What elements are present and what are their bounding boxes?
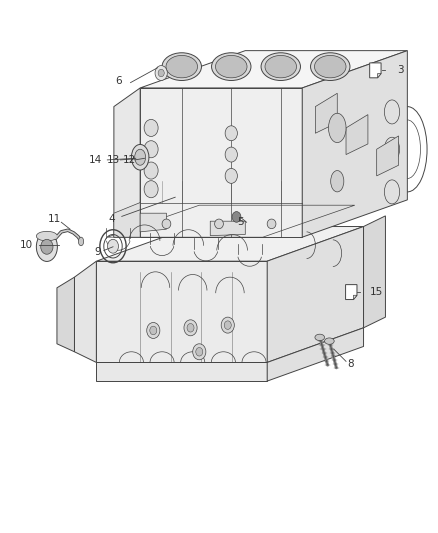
- Circle shape: [144, 119, 158, 136]
- Polygon shape: [346, 115, 368, 155]
- Circle shape: [158, 69, 164, 77]
- Text: 5: 5: [237, 217, 244, 227]
- Ellipse shape: [315, 334, 325, 341]
- Text: 14: 14: [89, 155, 102, 165]
- Text: 12: 12: [123, 155, 136, 165]
- Circle shape: [155, 66, 167, 80]
- Circle shape: [225, 147, 237, 162]
- Circle shape: [150, 326, 157, 335]
- Text: 15: 15: [370, 287, 383, 297]
- Polygon shape: [378, 74, 381, 78]
- Text: 10: 10: [20, 240, 33, 250]
- Circle shape: [144, 162, 158, 179]
- Ellipse shape: [162, 219, 171, 229]
- Ellipse shape: [325, 338, 334, 344]
- Polygon shape: [57, 277, 74, 352]
- Text: 11: 11: [48, 214, 61, 223]
- Ellipse shape: [215, 219, 223, 229]
- Polygon shape: [302, 51, 407, 237]
- Ellipse shape: [36, 231, 57, 241]
- Circle shape: [144, 181, 158, 198]
- Polygon shape: [267, 227, 364, 362]
- Text: 13: 13: [106, 155, 120, 165]
- Circle shape: [144, 141, 158, 158]
- Ellipse shape: [36, 232, 57, 262]
- Text: 3: 3: [397, 66, 404, 75]
- Circle shape: [184, 320, 197, 336]
- Polygon shape: [96, 227, 364, 261]
- Circle shape: [225, 126, 237, 141]
- Polygon shape: [96, 362, 267, 381]
- Circle shape: [196, 348, 203, 356]
- Ellipse shape: [265, 55, 297, 78]
- Text: 6: 6: [115, 76, 122, 86]
- Circle shape: [225, 168, 237, 183]
- Ellipse shape: [267, 219, 276, 229]
- Ellipse shape: [314, 55, 346, 78]
- Ellipse shape: [131, 144, 149, 170]
- Polygon shape: [140, 88, 302, 237]
- Circle shape: [221, 317, 234, 333]
- Polygon shape: [267, 328, 364, 381]
- Ellipse shape: [328, 114, 346, 143]
- Ellipse shape: [108, 239, 118, 253]
- Text: 4: 4: [108, 214, 115, 223]
- Ellipse shape: [261, 53, 300, 80]
- Polygon shape: [140, 213, 166, 232]
- Polygon shape: [74, 261, 96, 362]
- Ellipse shape: [311, 53, 350, 80]
- Circle shape: [232, 212, 241, 222]
- Ellipse shape: [331, 171, 344, 192]
- Polygon shape: [114, 88, 140, 237]
- Polygon shape: [364, 216, 385, 328]
- Polygon shape: [377, 136, 399, 176]
- Circle shape: [193, 344, 206, 360]
- Text: 9: 9: [94, 247, 101, 257]
- Circle shape: [187, 324, 194, 332]
- Polygon shape: [210, 221, 245, 236]
- Polygon shape: [96, 261, 267, 362]
- Circle shape: [41, 239, 53, 254]
- Polygon shape: [353, 295, 357, 300]
- Polygon shape: [346, 285, 357, 300]
- Ellipse shape: [135, 149, 145, 165]
- Ellipse shape: [162, 53, 201, 80]
- Polygon shape: [315, 93, 337, 133]
- Ellipse shape: [166, 55, 198, 78]
- Ellipse shape: [212, 53, 251, 80]
- Polygon shape: [114, 203, 140, 237]
- Polygon shape: [370, 63, 381, 78]
- Ellipse shape: [215, 55, 247, 78]
- Ellipse shape: [78, 237, 84, 246]
- Text: 8: 8: [347, 359, 354, 368]
- Circle shape: [147, 322, 160, 338]
- Polygon shape: [140, 51, 407, 88]
- Circle shape: [224, 321, 231, 329]
